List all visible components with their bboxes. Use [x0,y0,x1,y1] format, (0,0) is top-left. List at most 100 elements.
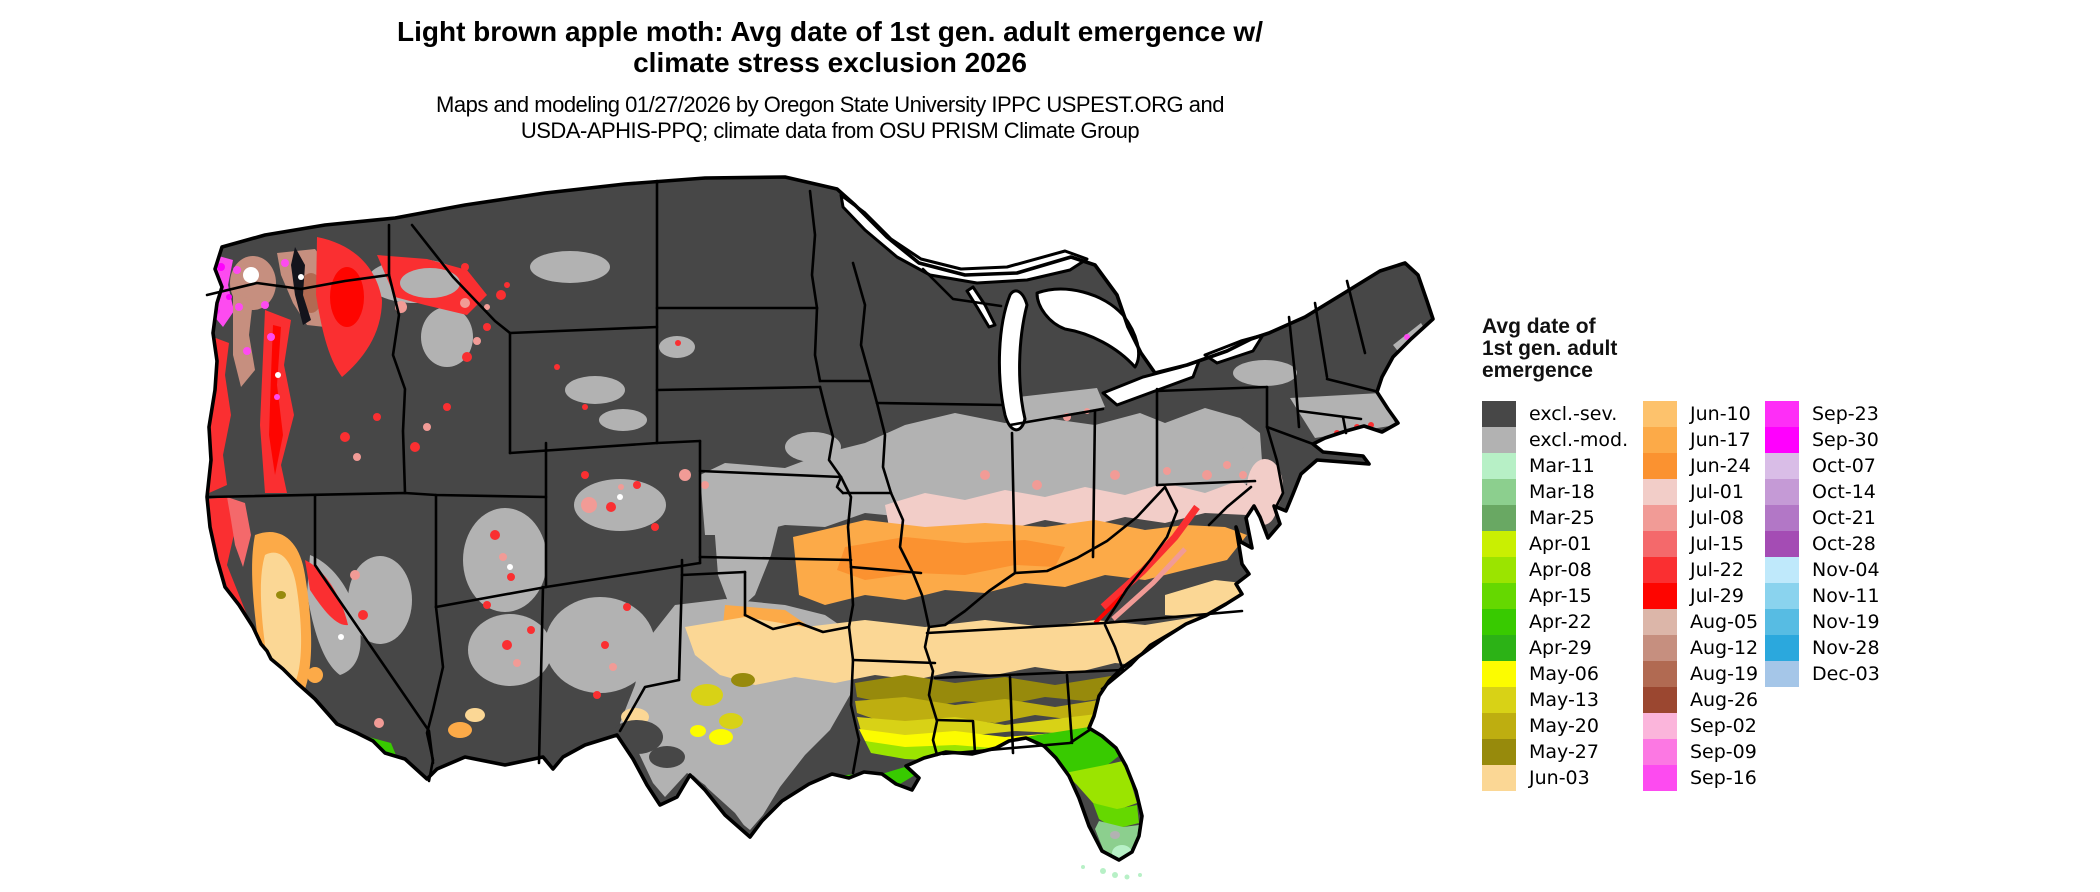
legend-label: Sep-30 [1812,429,1879,451]
legend-item: excl.-sev. [1482,401,1628,427]
legend-item: Mar-25 [1482,505,1628,531]
legend-swatch [1765,401,1799,427]
legend-swatch [1482,583,1516,609]
legend-item: Sep-30 [1765,427,1880,453]
legend-label: Dec-03 [1812,663,1880,685]
legend-label: Nov-11 [1812,585,1880,607]
legend-swatch [1482,505,1516,531]
legend-swatch [1482,609,1516,635]
legend-item: Apr-08 [1482,557,1628,583]
legend-item: Oct-21 [1765,505,1880,531]
map-title: Light brown apple moth: Avg date of 1st … [0,16,1660,78]
legend-item: Jun-10 [1643,401,1758,427]
legend-swatch [1643,531,1677,557]
legend-swatch [1643,739,1677,765]
green-bay [965,285,997,329]
state-borders [205,179,1377,783]
legend-label: Aug-05 [1690,611,1759,633]
legend-item: Nov-04 [1765,557,1880,583]
legend-swatch [1643,401,1677,427]
legend-swatch [1643,687,1677,713]
legend-label: Apr-08 [1529,559,1592,581]
region-rockies-flecks [340,263,709,699]
legend-label: Nov-04 [1812,559,1880,581]
legend-label: Sep-09 [1690,741,1757,763]
legend-item: Sep-23 [1765,401,1880,427]
legend-swatch [1482,401,1516,427]
legend-swatch [1482,661,1516,687]
legend-item: Sep-02 [1643,713,1758,739]
legend-title: Avg date of 1st gen. adult emergence [1482,316,2042,382]
legend-label: Apr-29 [1529,637,1592,659]
legend-swatch [1765,427,1799,453]
lake-erie [1101,359,1201,407]
legend-label: Apr-01 [1529,533,1592,555]
legend-label: Nov-28 [1812,637,1880,659]
region-florida [1025,727,1139,860]
legend-swatch [1765,505,1799,531]
page-header: Light brown apple moth: Avg date of 1st … [0,16,1660,144]
legend-label: excl.-sev. [1529,403,1618,425]
legend-item: excl.-mod. [1482,427,1628,453]
legend-item: Aug-26 [1643,687,1758,713]
legend-swatch [1643,661,1677,687]
legend-label: Nov-19 [1812,611,1880,633]
legend-label: Oct-21 [1812,507,1876,529]
legend-label: Sep-02 [1690,715,1757,737]
region-jun-24-band [837,537,1065,580]
legend-swatch [1482,635,1516,661]
map-title-line2: climate stress exclusion 2026 [633,47,1027,78]
legend-column-2: Jun-10 Jun-17 Jun-24 Jul-01 Jul-08 Jul-15 Jul-… [1643,401,1758,791]
legend-label: Oct-14 [1812,481,1876,503]
legend-item: Nov-19 [1765,609,1880,635]
legend-swatch [1482,453,1516,479]
legend-item: Apr-22 [1482,609,1628,635]
map-subtitle: Maps and modeling 01/27/2026 by Oregon S… [0,92,1660,144]
region-may-13-band [691,684,1150,737]
legend-item: Aug-19 [1643,661,1758,687]
region-cascades-red [209,237,487,493]
legend-title-line2: 1st gen. adult [1482,337,1618,360]
legend-label: Mar-18 [1529,481,1595,503]
legend-swatch [1643,765,1677,791]
legend-label: May-13 [1529,689,1599,711]
legend-swatch [1482,479,1516,505]
legend-item: Sep-16 [1643,765,1758,791]
us-map-svg [205,175,1435,880]
legend-item: Aug-05 [1643,609,1758,635]
legend-item: Mar-11 [1482,453,1628,479]
legend-label: Mar-25 [1529,507,1595,529]
legend-item: Jul-01 [1643,479,1758,505]
map-title-line1: Light brown apple moth: Avg date of 1st … [396,16,1263,47]
legend-item: Apr-15 [1482,583,1628,609]
legend-title-line3: emergence [1482,359,1593,382]
region-may-27-band [276,591,1175,707]
legend-column-1: excl.-sev. excl.-mod. Mar-11 Mar-18 Mar-25 Ap… [1482,401,1628,791]
legend-item: Aug-12 [1643,635,1758,661]
legend-swatch [1643,479,1677,505]
legend-swatch [1643,453,1677,479]
legend-label: May-27 [1529,741,1599,763]
legend-label: Aug-26 [1690,689,1759,711]
legend-swatch [1643,427,1677,453]
legend-item: May-27 [1482,739,1628,765]
legend-item: May-06 [1482,661,1628,687]
legend-swatch [1643,505,1677,531]
legend-label: May-06 [1529,663,1599,685]
region-appalachia [980,334,1410,625]
lake-huron [1035,287,1140,369]
legend-label: Oct-07 [1812,455,1876,477]
legend-item: Jul-08 [1643,505,1758,531]
legend-item: Dec-03 [1765,661,1880,687]
legend-item: Mar-18 [1482,479,1628,505]
legend-swatch [1482,531,1516,557]
legend-item: Oct-28 [1765,531,1880,557]
legend-swatch [1765,557,1799,583]
legend-swatch [1482,713,1516,739]
legend-title-line1: Avg date of [1482,315,1596,338]
legend-swatch [1765,583,1799,609]
legend-label: Jul-29 [1690,585,1744,607]
legend-label: Apr-15 [1529,585,1592,607]
florida-keys [1081,865,1142,880]
